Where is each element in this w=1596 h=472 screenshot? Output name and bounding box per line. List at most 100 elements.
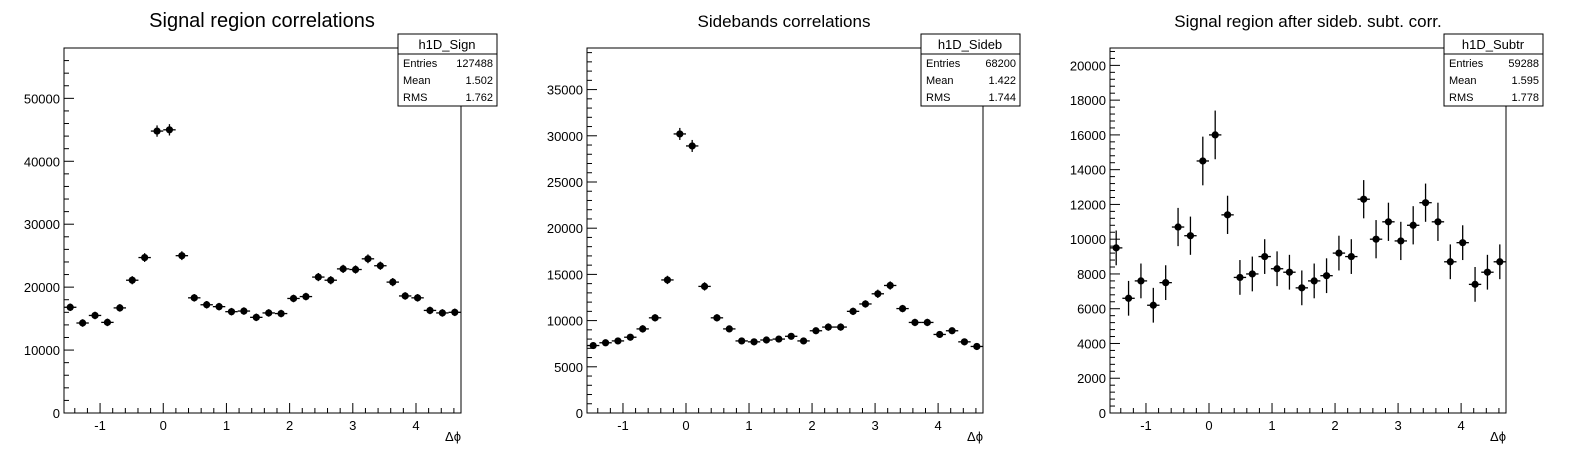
data-point	[896, 304, 909, 313]
data-marker	[227, 308, 236, 316]
data-marker	[389, 278, 397, 286]
stats-value-rms: 1.762	[465, 92, 493, 104]
data-marker	[1162, 279, 1170, 287]
data-point	[1171, 207, 1185, 247]
data-point	[1419, 183, 1432, 222]
x-tick-label: -1	[94, 418, 106, 433]
data-point	[163, 124, 176, 136]
data-marker	[1273, 265, 1281, 273]
x-tick-label: 3	[349, 418, 356, 433]
data-points	[1110, 110, 1506, 323]
y-tick-label: 0	[53, 406, 60, 421]
data-point	[624, 333, 637, 341]
data-point	[175, 251, 189, 261]
data-marker	[1174, 223, 1182, 231]
data-point	[126, 276, 139, 285]
stats-label-mean: Mean	[1449, 75, 1477, 87]
data-point	[1456, 225, 1469, 261]
data-point	[1196, 136, 1209, 186]
data-marker	[589, 341, 597, 350]
data-points	[587, 127, 983, 351]
stats-box: h1D_Sideb Entries 68200 Mean 1.422 RMS 1…	[920, 33, 1021, 107]
y-tick-label: 20000	[1070, 58, 1106, 73]
data-marker	[762, 336, 771, 344]
data-point	[1209, 110, 1222, 160]
data-marker	[923, 318, 931, 327]
data-marker	[1496, 258, 1504, 266]
data-marker	[960, 338, 969, 346]
x-tick-label: 4	[1457, 418, 1464, 433]
data-point	[423, 306, 437, 315]
data-point	[64, 303, 77, 312]
data-point	[274, 309, 288, 318]
data-marker	[103, 318, 112, 326]
data-marker	[1409, 221, 1417, 229]
data-point	[1481, 254, 1494, 290]
data-point	[398, 292, 412, 300]
data-point	[1444, 244, 1457, 280]
data-point	[611, 337, 625, 345]
data-marker	[1471, 280, 1479, 288]
data-marker	[1211, 131, 1219, 139]
data-marker	[1236, 273, 1244, 282]
data-point	[1394, 221, 1407, 261]
data-marker	[1310, 277, 1318, 285]
data-point	[587, 341, 600, 350]
data-point	[884, 281, 897, 290]
data-point	[1134, 263, 1148, 299]
data-point	[212, 302, 226, 311]
y-tick-label: 18000	[1070, 93, 1106, 108]
data-marker	[215, 303, 223, 311]
data-point	[933, 330, 946, 339]
data-point	[225, 307, 238, 316]
data-marker	[413, 294, 422, 302]
data-point	[76, 319, 89, 327]
data-marker	[265, 309, 273, 317]
data-marker	[614, 337, 622, 345]
data-point	[908, 318, 922, 327]
y-tick-label: 10000	[1070, 232, 1106, 247]
data-marker	[1124, 294, 1133, 302]
stats-value-entries: 68200	[985, 58, 1016, 70]
data-marker	[178, 252, 186, 260]
data-points	[64, 124, 461, 327]
data-point	[349, 265, 362, 274]
stats-label-rms: RMS	[926, 92, 950, 104]
data-marker	[1384, 218, 1393, 226]
data-point	[599, 339, 612, 347]
data-marker	[190, 294, 198, 302]
plot-frame	[586, 47, 984, 414]
data-marker	[824, 323, 832, 331]
data-point	[101, 318, 114, 327]
panel-signal-region: Signal region correlations -1 0 1 2 3 4 0 10000…	[24, 10, 498, 444]
y-tick-label: 50000	[24, 91, 60, 106]
y-tick-label: 20000	[547, 221, 583, 236]
data-point	[1468, 267, 1482, 302]
data-point	[324, 276, 337, 285]
chart-title: Signal region correlations	[149, 10, 375, 32]
data-point	[958, 338, 971, 346]
data-marker	[128, 276, 136, 284]
data-point	[871, 289, 884, 298]
data-marker	[787, 332, 795, 340]
data-marker	[1298, 284, 1306, 292]
chart-title: Signal region after sideb. subt. corr.	[1174, 12, 1441, 31]
data-marker	[936, 330, 944, 339]
data-point	[1147, 287, 1160, 323]
x-tick-label: 2	[1331, 418, 1338, 433]
data-marker	[438, 309, 446, 317]
data-point	[822, 323, 835, 331]
data-marker	[626, 333, 634, 341]
data-point	[723, 325, 736, 333]
data-marker	[738, 337, 746, 345]
data-marker	[725, 325, 733, 333]
data-point	[150, 125, 164, 137]
data-point	[1320, 258, 1333, 294]
data-point	[1270, 251, 1284, 287]
stats-box-name: h1D_Subtr	[1462, 37, 1525, 52]
x-tick-label: 0	[160, 418, 167, 433]
data-marker	[451, 308, 459, 316]
x-tick-label: 3	[871, 418, 878, 433]
data-marker	[1322, 272, 1331, 280]
